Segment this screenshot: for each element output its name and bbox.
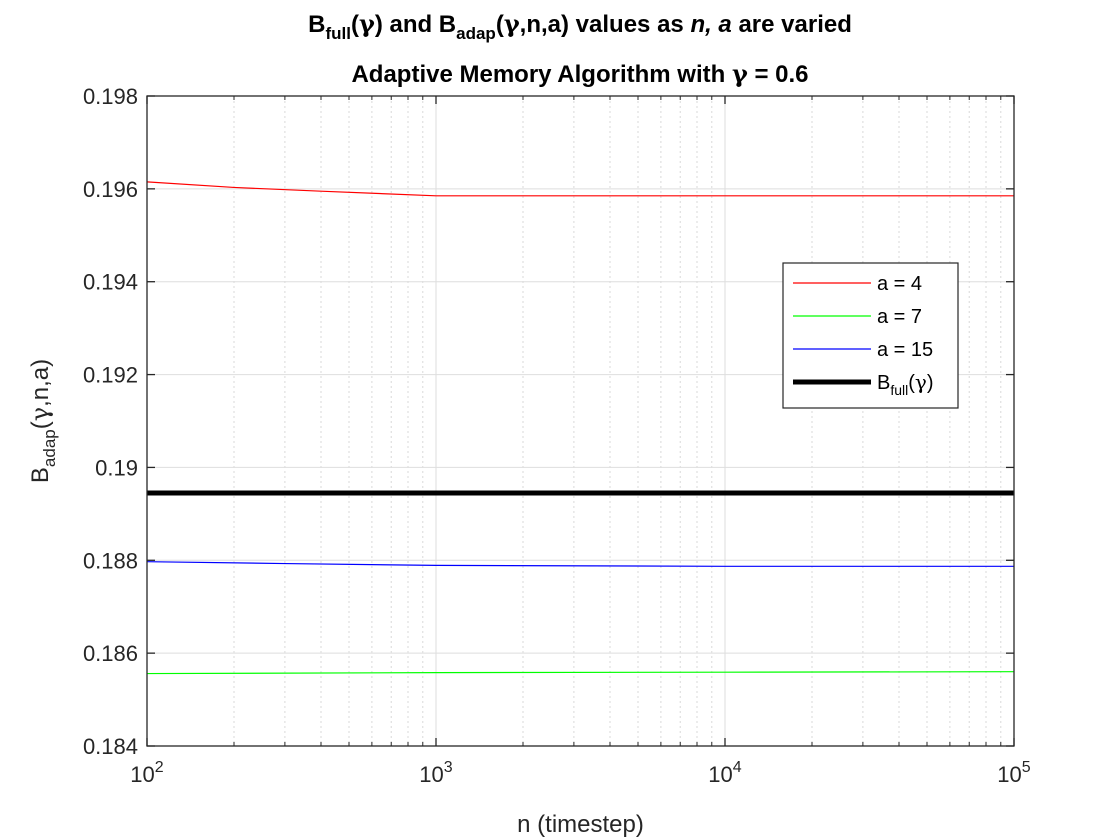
plot-lines (146, 181, 1015, 675)
chart-title-line-2: Adaptive Memory Algorithm with γ = 0.6 (351, 59, 808, 88)
y-tick-label: 0.188 (83, 548, 138, 573)
x-tick-label: 104 (708, 759, 741, 787)
legend-label-3: Bfull(γ) (877, 370, 934, 398)
y-tick-label: 0.194 (83, 270, 138, 295)
y-tick-label: 0.198 (83, 84, 138, 109)
series-line-2 (146, 561, 1014, 567)
legend-label-1: a = 7 (877, 306, 922, 328)
x-tick-label: 102 (130, 759, 163, 787)
legend-label-2: a = 15 (877, 339, 933, 361)
ticks: 0.184 0.186 0.188 0.19 0.192 0.194 0.196 0.198 1… (83, 84, 1031, 787)
chart-title-line-1: Bfull(γ) and Badap(γ,n,a) values as n, a… (308, 9, 852, 43)
y-axis-label: Badap(γ,n,a) (26, 359, 59, 483)
legend-label-0: a = 4 (877, 273, 922, 295)
x-tick-label: 103 (419, 759, 452, 787)
series-line-1 (146, 671, 1015, 675)
y-tick-label: 0.192 (83, 363, 138, 388)
y-tick-label: 0.184 (83, 734, 138, 759)
x-tick-label: 105 (997, 759, 1030, 787)
y-tick-label: 0.196 (83, 177, 138, 202)
x-axis-label: n (timestep) (517, 811, 644, 838)
grid (146, 95, 1015, 747)
legend: a = 4 a = 7 a = 15 Bfull(γ) (782, 262, 959, 409)
series-line-0 (146, 181, 1014, 197)
y-tick-label: 0.19 (95, 455, 138, 480)
axes-box (146, 95, 1015, 747)
y-tick-label: 0.186 (83, 641, 138, 666)
